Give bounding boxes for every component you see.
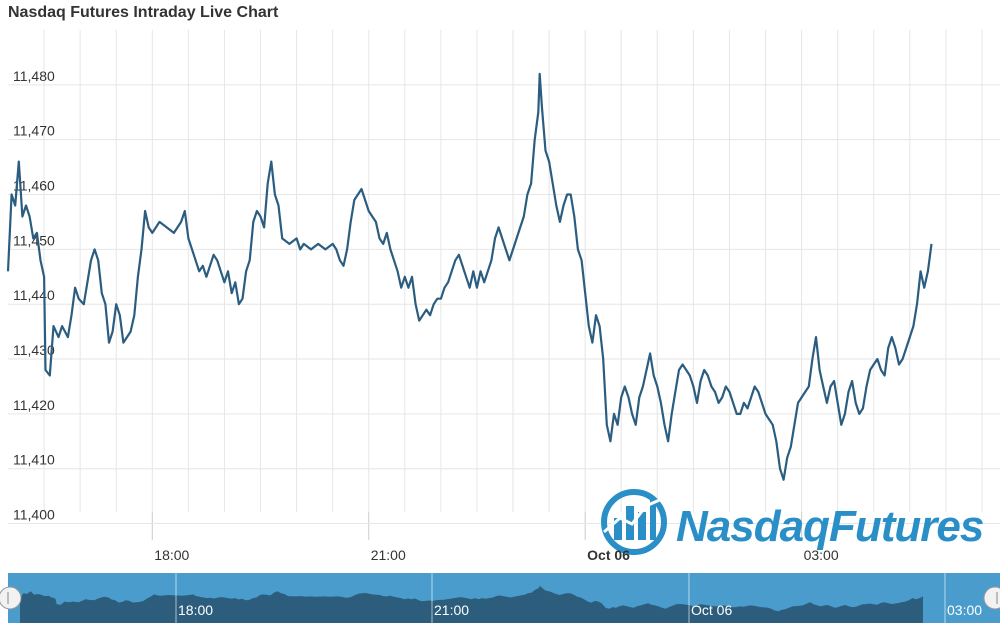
price-series-line (6, 72, 933, 481)
navigator-label: Oct 06 (691, 602, 732, 618)
y-tick-label: 11,420 (13, 397, 55, 413)
y-tick-label: 11,480 (13, 68, 55, 84)
y-tick-label: 11,410 (13, 452, 55, 468)
navigator-labels: 18:00 21:00 Oct 06 03:00 (178, 602, 982, 618)
x-tick-label: 21:00 (371, 547, 406, 563)
chart-title: Nasdaq Futures Intraday Live Chart (8, 4, 279, 21)
chart-globe-logo-icon (601, 489, 667, 555)
y-tick-label: 11,430 (13, 342, 55, 358)
y-tick-label: 11,460 (13, 178, 55, 194)
scroll-handle-left[interactable] (0, 586, 22, 610)
horizontal-grid (8, 84, 1000, 525)
y-tick-label: 11,440 (13, 287, 55, 303)
y-axis-ticks: 11,400 11,410 11,420 11,430 11,440 11,450 11,4… (13, 68, 55, 523)
y-tick-label: 11,470 (13, 123, 55, 139)
navigator[interactable]: 18:00 21:00 Oct 06 03:00 (0, 573, 1000, 623)
x-tick-label: Oct 06 (587, 547, 630, 563)
x-tick-label: 03:00 (804, 547, 839, 563)
brand-logo: NasdaqFutures (601, 489, 984, 555)
navigator-label: 18:00 (178, 602, 213, 618)
brand-name: NasdaqFutures (676, 502, 983, 551)
y-tick-label: 11,400 (13, 507, 55, 523)
x-tick-label: 18:00 (154, 547, 189, 563)
navigator-area (20, 585, 923, 623)
vertical-grid (43, 30, 983, 540)
scroll-handle-right[interactable] (983, 586, 1000, 610)
navigator-label: 21:00 (434, 602, 469, 618)
x-axis-ticks: 18:00 21:00 Oct 06 03:00 (154, 547, 839, 563)
navigator-label: 03:00 (947, 602, 982, 618)
y-tick-label: 11,450 (13, 232, 55, 248)
navigator-grid (175, 573, 946, 623)
